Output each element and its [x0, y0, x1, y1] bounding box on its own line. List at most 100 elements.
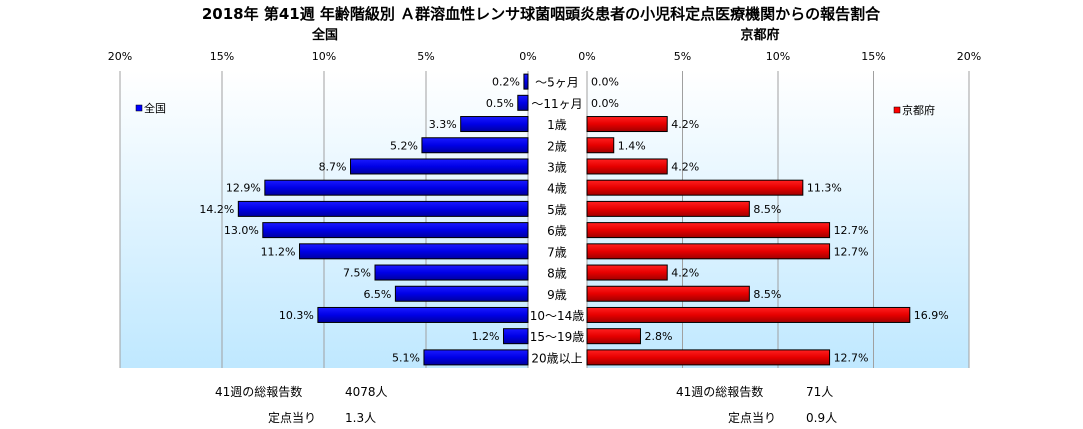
kyoto-data-labels: 0.0% 0.0% 4.2% 1.4% 4.2% 11.3% 8.5% 12.7% 12.7% 4… — [591, 76, 949, 365]
kyoto-data-label: 12.7% — [834, 224, 869, 237]
left-tick-label: 15% — [210, 50, 234, 63]
chart: 2018年 第41週 年齢階級別 Ａ群溶血性レンサ球菌咽頭炎患者の小児科定点医療… — [108, 5, 981, 368]
national-bar — [460, 116, 529, 133]
left-tick-label: 0% — [519, 50, 536, 63]
national-per-label: 定点当り — [268, 411, 317, 425]
category-label: 9歳 — [547, 288, 567, 302]
legend-national-label: 全国 — [144, 101, 166, 115]
category-label: 7歳 — [547, 245, 567, 259]
kyoto-total-value: 71人 — [806, 385, 834, 399]
national-per-value: 1.3人 — [345, 411, 377, 425]
legend-kyoto: 京都府 — [893, 103, 935, 117]
chart-title: 2018年 第41週 年齢階級別 Ａ群溶血性レンサ球菌咽頭炎患者の小児科定点医療… — [202, 5, 881, 23]
national-data-label: 0.2% — [492, 76, 520, 89]
national-total-label: 41週の総報告数 — [215, 385, 303, 399]
left-panel-title: 全国 — [311, 27, 338, 43]
right-tick-label: 15% — [861, 50, 885, 63]
national-bar — [350, 158, 529, 175]
category-label: 3歳 — [547, 160, 567, 174]
kyoto-bar — [586, 200, 750, 217]
national-total-value: 4078人 — [345, 385, 388, 399]
kyoto-data-label: 8.5% — [753, 288, 781, 301]
kyoto-bar — [586, 328, 641, 345]
kyoto-bar — [586, 158, 668, 175]
national-data-label: 1.2% — [472, 330, 500, 343]
category-label: 20歳以上 — [531, 351, 582, 365]
national-bar — [394, 285, 529, 302]
national-data-label: 6.5% — [363, 288, 391, 301]
kyoto-data-label: 4.2% — [671, 267, 699, 280]
category-labels: ～5ヶ月 ～11ヶ月 1歳 2歳 3歳 4歳 5歳 6歳 7歳 8歳 9歳 10～14歳 15～19歳 2… — [530, 76, 585, 366]
national-data-label: 5.1% — [392, 351, 420, 364]
kyoto-bar — [586, 137, 615, 154]
legend-kyoto-swatch — [893, 106, 901, 114]
left-tick-label: 5% — [417, 50, 434, 63]
category-label: 2歳 — [547, 139, 567, 153]
kyoto-bar — [586, 243, 831, 260]
category-label: 4歳 — [547, 182, 567, 196]
category-label: 10～14歳 — [530, 309, 585, 323]
kyoto-bar — [586, 222, 831, 239]
national-data-label: 12.9% — [226, 182, 261, 195]
kyoto-data-label: 0.0% — [591, 97, 619, 110]
kyoto-total-label: 41週の総報告数 — [676, 385, 764, 399]
national-bar — [523, 73, 529, 90]
national-bar — [264, 179, 529, 196]
kyoto-per-label: 定点当り — [728, 411, 777, 425]
kyoto-bar — [586, 285, 750, 302]
national-data-label: 11.2% — [261, 245, 296, 258]
kyoto-data-label: 12.7% — [834, 351, 869, 364]
kyoto-bar — [586, 179, 804, 196]
kyoto-data-label: 4.2% — [671, 160, 699, 173]
national-bar — [423, 349, 529, 366]
national-data-label: 5.2% — [390, 139, 418, 152]
national-bar — [517, 94, 529, 111]
right-panel-title: 京都府 — [740, 27, 779, 43]
right-tick-label: 10% — [766, 50, 790, 63]
kyoto-data-label: 0.0% — [591, 76, 619, 89]
national-bars — [237, 73, 529, 366]
category-label: 8歳 — [547, 267, 567, 281]
kyoto-bars — [586, 116, 911, 366]
national-data-label: 0.5% — [486, 97, 514, 110]
national-bar — [237, 200, 529, 217]
legend-national: 全国 — [135, 101, 166, 115]
legend-national-swatch — [135, 104, 143, 112]
kyoto-bar — [586, 306, 911, 323]
national-data-labels: 0.2% 0.5% 3.3% 5.2% 8.7% 12.9% 14.2% 13.0%11.2%… — [199, 76, 520, 365]
left-tick-label: 10% — [312, 50, 336, 63]
right-tick-label: 0% — [578, 50, 595, 63]
kyoto-bar — [586, 116, 668, 133]
category-label: 1歳 — [547, 118, 567, 132]
national-bar — [421, 137, 529, 154]
kyoto-data-label: 1.4% — [618, 139, 646, 152]
national-data-label: 10.3% — [279, 309, 314, 322]
national-bar — [299, 243, 529, 260]
category-label: 5歳 — [547, 203, 567, 217]
category-label: ～5ヶ月 — [535, 76, 579, 90]
kyoto-bar — [586, 349, 831, 366]
national-bar — [262, 222, 529, 239]
kyoto-data-label: 11.3% — [807, 182, 842, 195]
national-bar — [374, 264, 529, 281]
right-axis-ticks: 0% 5% 10% 15% 20% — [578, 50, 981, 63]
national-data-label: 14.2% — [199, 203, 234, 216]
kyoto-bar — [586, 264, 668, 281]
national-data-label: 3.3% — [429, 118, 457, 131]
right-tick-label: 5% — [674, 50, 691, 63]
legend-kyoto-label: 京都府 — [902, 103, 935, 117]
category-label: 6歳 — [547, 224, 567, 238]
kyoto-data-label: 12.7% — [834, 245, 869, 258]
kyoto-data-label: 4.2% — [671, 118, 699, 131]
kyoto-per-value: 0.9人 — [806, 411, 838, 425]
national-bar — [503, 328, 529, 345]
category-label: ～11ヶ月 — [531, 97, 582, 111]
national-bar — [317, 306, 529, 323]
kyoto-data-label: 8.5% — [753, 203, 781, 216]
national-data-label: 8.7% — [319, 160, 347, 173]
left-tick-label: 20% — [108, 50, 132, 63]
kyoto-data-label: 2.8% — [644, 330, 672, 343]
left-axis-ticks: 20% 15% 10% 5% 0% — [108, 50, 537, 63]
category-label: 15～19歳 — [530, 330, 585, 344]
right-tick-label: 20% — [957, 50, 981, 63]
